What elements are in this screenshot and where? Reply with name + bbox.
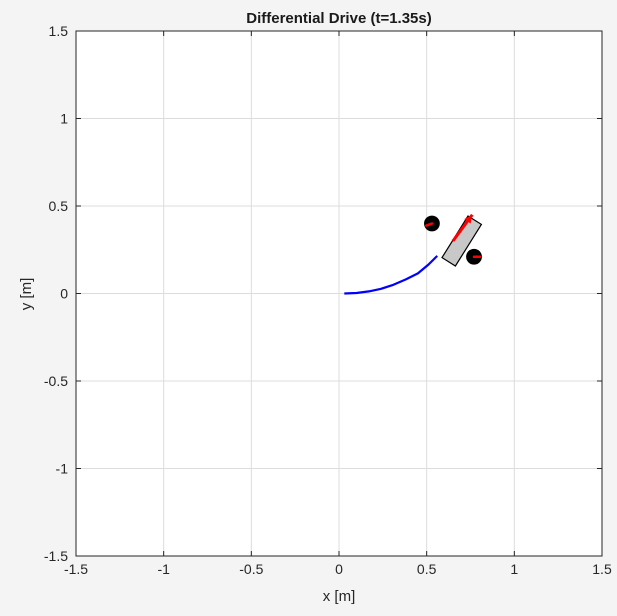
x-tick-label: 0	[335, 561, 343, 577]
trajectory-line	[344, 255, 438, 295]
y-tick-label: 0.5	[49, 198, 69, 214]
left-wheel-mark	[425, 222, 434, 227]
y-tick-label: -1	[56, 461, 69, 477]
y-tick-label: -0.5	[44, 373, 68, 389]
x-axis-label: x [m]	[323, 588, 356, 605]
x-tick-label: 1	[510, 561, 518, 577]
x-tick-label: -1	[157, 561, 170, 577]
y-tick-label: -1.5	[44, 548, 68, 564]
y-tick-label: 1	[60, 111, 68, 127]
ticks: -1.5 -1 -0.5 0 0.5 1 1.5 -1.5 -1 -0.5 0 0.5 1 1.5	[44, 23, 612, 577]
heading-arrowhead	[464, 214, 473, 224]
x-tick-label: -0.5	[239, 561, 263, 577]
plot-data	[344, 213, 483, 295]
chart-title: Differential Drive (t=1.35s)	[246, 10, 432, 27]
x-tick-label: 0.5	[417, 561, 437, 577]
y-tick-label: 1.5	[49, 23, 69, 39]
x-tick-label: -1.5	[64, 561, 88, 577]
robot-body	[441, 215, 483, 267]
y-tick-label: 0	[60, 286, 68, 302]
y-axis-label: y [m]	[18, 278, 35, 311]
x-tick-label: 1.5	[592, 561, 612, 577]
